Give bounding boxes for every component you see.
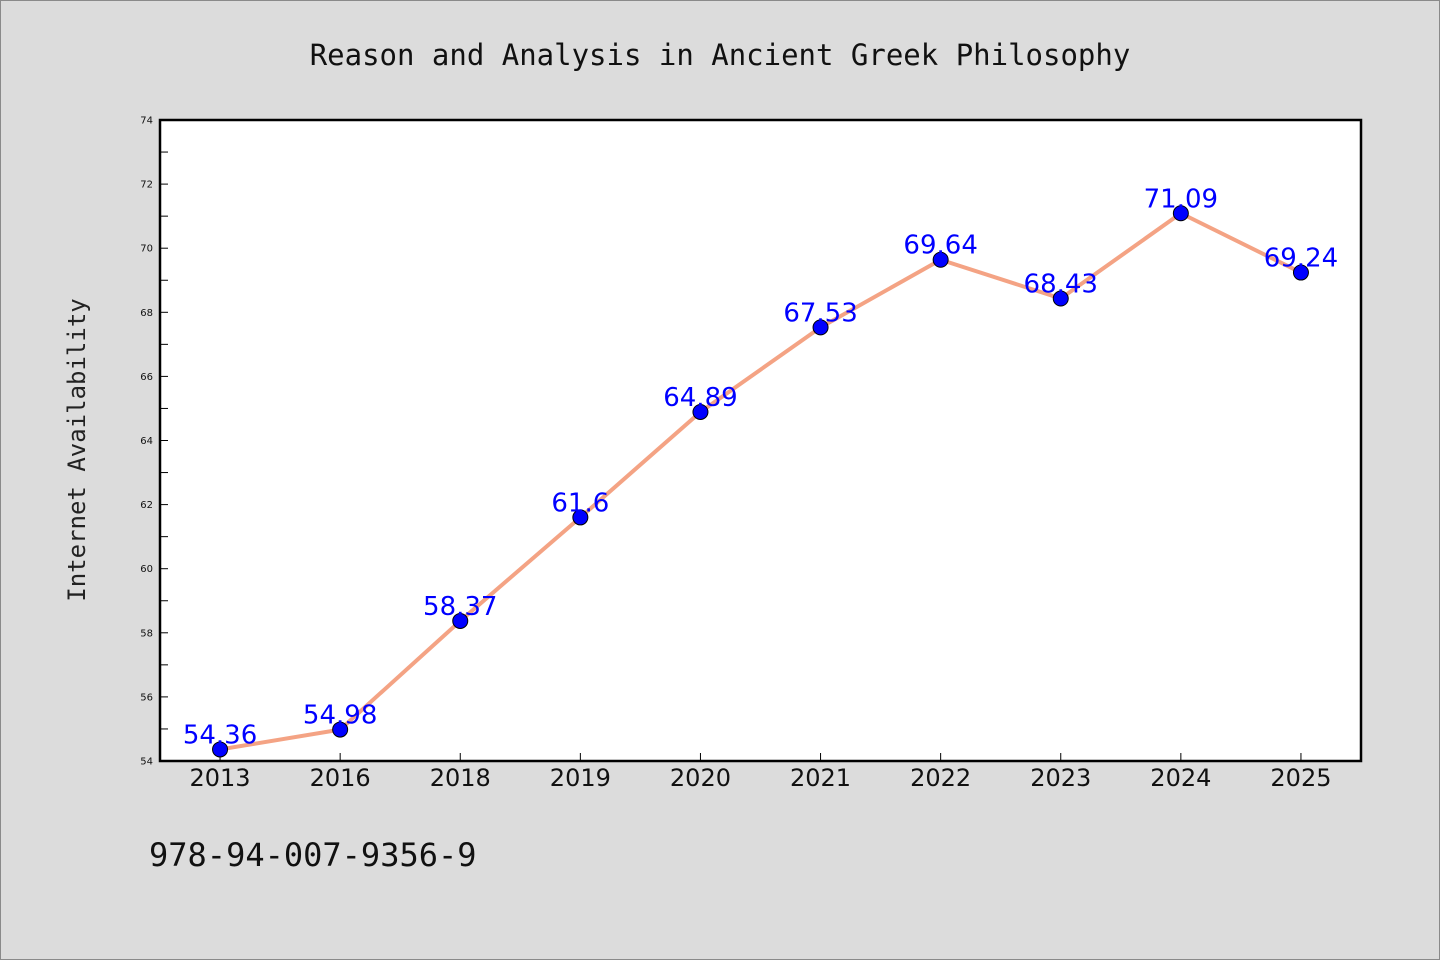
y-tick-label: 72 <box>140 180 153 191</box>
x-tick-label: 2013 <box>190 764 251 792</box>
data-label: 64.89 <box>663 383 737 413</box>
series-line <box>218 211 1303 752</box>
data-point-marker <box>812 319 829 336</box>
data-point-marker <box>692 403 709 420</box>
footer-isbn: 978-94-007-9356-9 <box>149 836 477 874</box>
y-tick-label: 58 <box>140 628 153 639</box>
data-point-marker <box>572 509 589 526</box>
y-tick-label: 66 <box>140 372 153 383</box>
x-tick-label: 2024 <box>1150 764 1211 792</box>
x-tick-label: 2018 <box>430 764 491 792</box>
data-labels-group: 54.36 54.98 58.37 61.6 64.89 67.53 69.64 68.43 7… <box>183 184 1338 750</box>
data-label: 68.43 <box>1024 270 1098 300</box>
x-tick-label: 2019 <box>550 764 611 792</box>
x-axis-ticks: 2013 2016 2018 2019 2020 2021 2022 2023 2024 2025 <box>190 753 1331 792</box>
y-axis-ticks: 54 56 58 60 62 64 66 68 70 72 74 <box>140 116 168 768</box>
x-tick-label: 2025 <box>1270 764 1331 792</box>
y-tick-label: 56 <box>140 692 153 703</box>
data-point-marker <box>452 612 469 629</box>
data-point-marker <box>932 251 949 268</box>
y-tick-label: 70 <box>140 244 153 255</box>
data-label: 58.37 <box>423 592 497 622</box>
x-tick-label: 2016 <box>310 764 371 792</box>
data-point-marker <box>332 721 349 738</box>
x-tick-label: 2022 <box>910 764 971 792</box>
data-label: 54.36 <box>183 720 257 750</box>
y-tick-label: 62 <box>140 500 153 511</box>
x-tick-label: 2020 <box>670 764 731 792</box>
y-tick-label: 68 <box>140 308 153 319</box>
data-point-marker <box>1172 205 1189 222</box>
y-tick-label: 64 <box>140 436 153 447</box>
data-label: 54.98 <box>303 701 377 731</box>
data-point-marker <box>1052 290 1069 307</box>
data-label: 61.6 <box>551 488 609 518</box>
y-tick-label: 60 <box>140 564 153 575</box>
series-line-group <box>212 205 1309 758</box>
y-tick-label: 74 <box>140 116 153 127</box>
x-tick-label: 2021 <box>790 764 851 792</box>
data-label: 67.53 <box>783 298 857 328</box>
data-label: 69.24 <box>1264 244 1338 274</box>
data-label: 69.64 <box>903 231 977 261</box>
x-tick-label: 2023 <box>1030 764 1091 792</box>
y-axis-label: Internet Availability <box>63 298 91 601</box>
data-label: 71.09 <box>1144 184 1218 214</box>
y-tick-label: 54 <box>140 757 153 768</box>
data-point-marker <box>212 741 229 758</box>
chart-title: Reason and Analysis in Ancient Greek Phi… <box>310 38 1131 72</box>
plot-frame <box>158 118 1363 763</box>
data-point-marker <box>1292 264 1309 281</box>
